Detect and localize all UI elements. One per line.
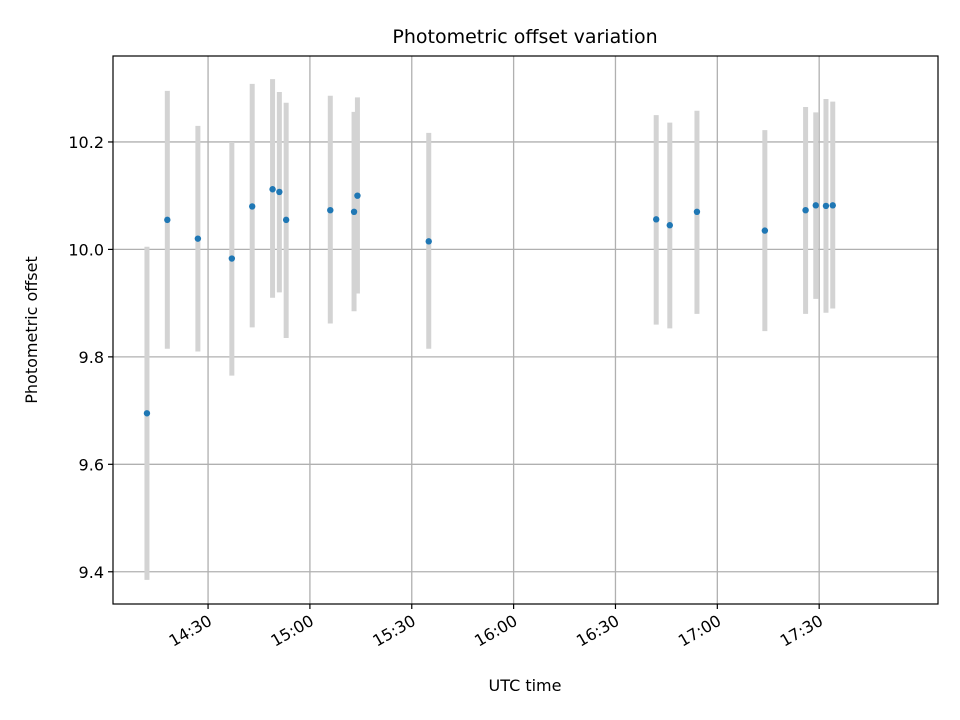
data-point [829, 202, 836, 209]
grid [113, 56, 938, 604]
x-axis-label: UTC time [489, 676, 562, 695]
data-point [248, 203, 256, 210]
data-point [812, 202, 819, 209]
data-point [350, 208, 358, 216]
data-point [822, 202, 830, 210]
data-point [693, 208, 701, 216]
y-tick-label: 10.2 [68, 133, 104, 152]
y-tick-label: 9.6 [79, 455, 104, 474]
data-point [802, 206, 809, 214]
chart-title: Photometric offset variation [392, 26, 657, 48]
data-point [761, 227, 769, 234]
data-point [276, 188, 283, 196]
data-points [143, 186, 836, 417]
data-point [354, 192, 361, 199]
data-point [228, 255, 236, 262]
data-point [425, 238, 432, 245]
data-point [194, 235, 202, 242]
data-point [282, 216, 290, 224]
data-point [666, 222, 673, 229]
y-tick-label: 10.0 [68, 240, 104, 259]
y-tick-label: 9.4 [79, 563, 104, 582]
y-tick-label: 9.8 [79, 348, 104, 367]
data-point [327, 206, 334, 214]
data-point [164, 216, 171, 224]
plot-frame [112, 55, 939, 605]
y-axis-label: Photometric offset [22, 256, 41, 404]
data-point [653, 216, 660, 223]
data-point [143, 410, 151, 417]
data-point [269, 186, 276, 193]
